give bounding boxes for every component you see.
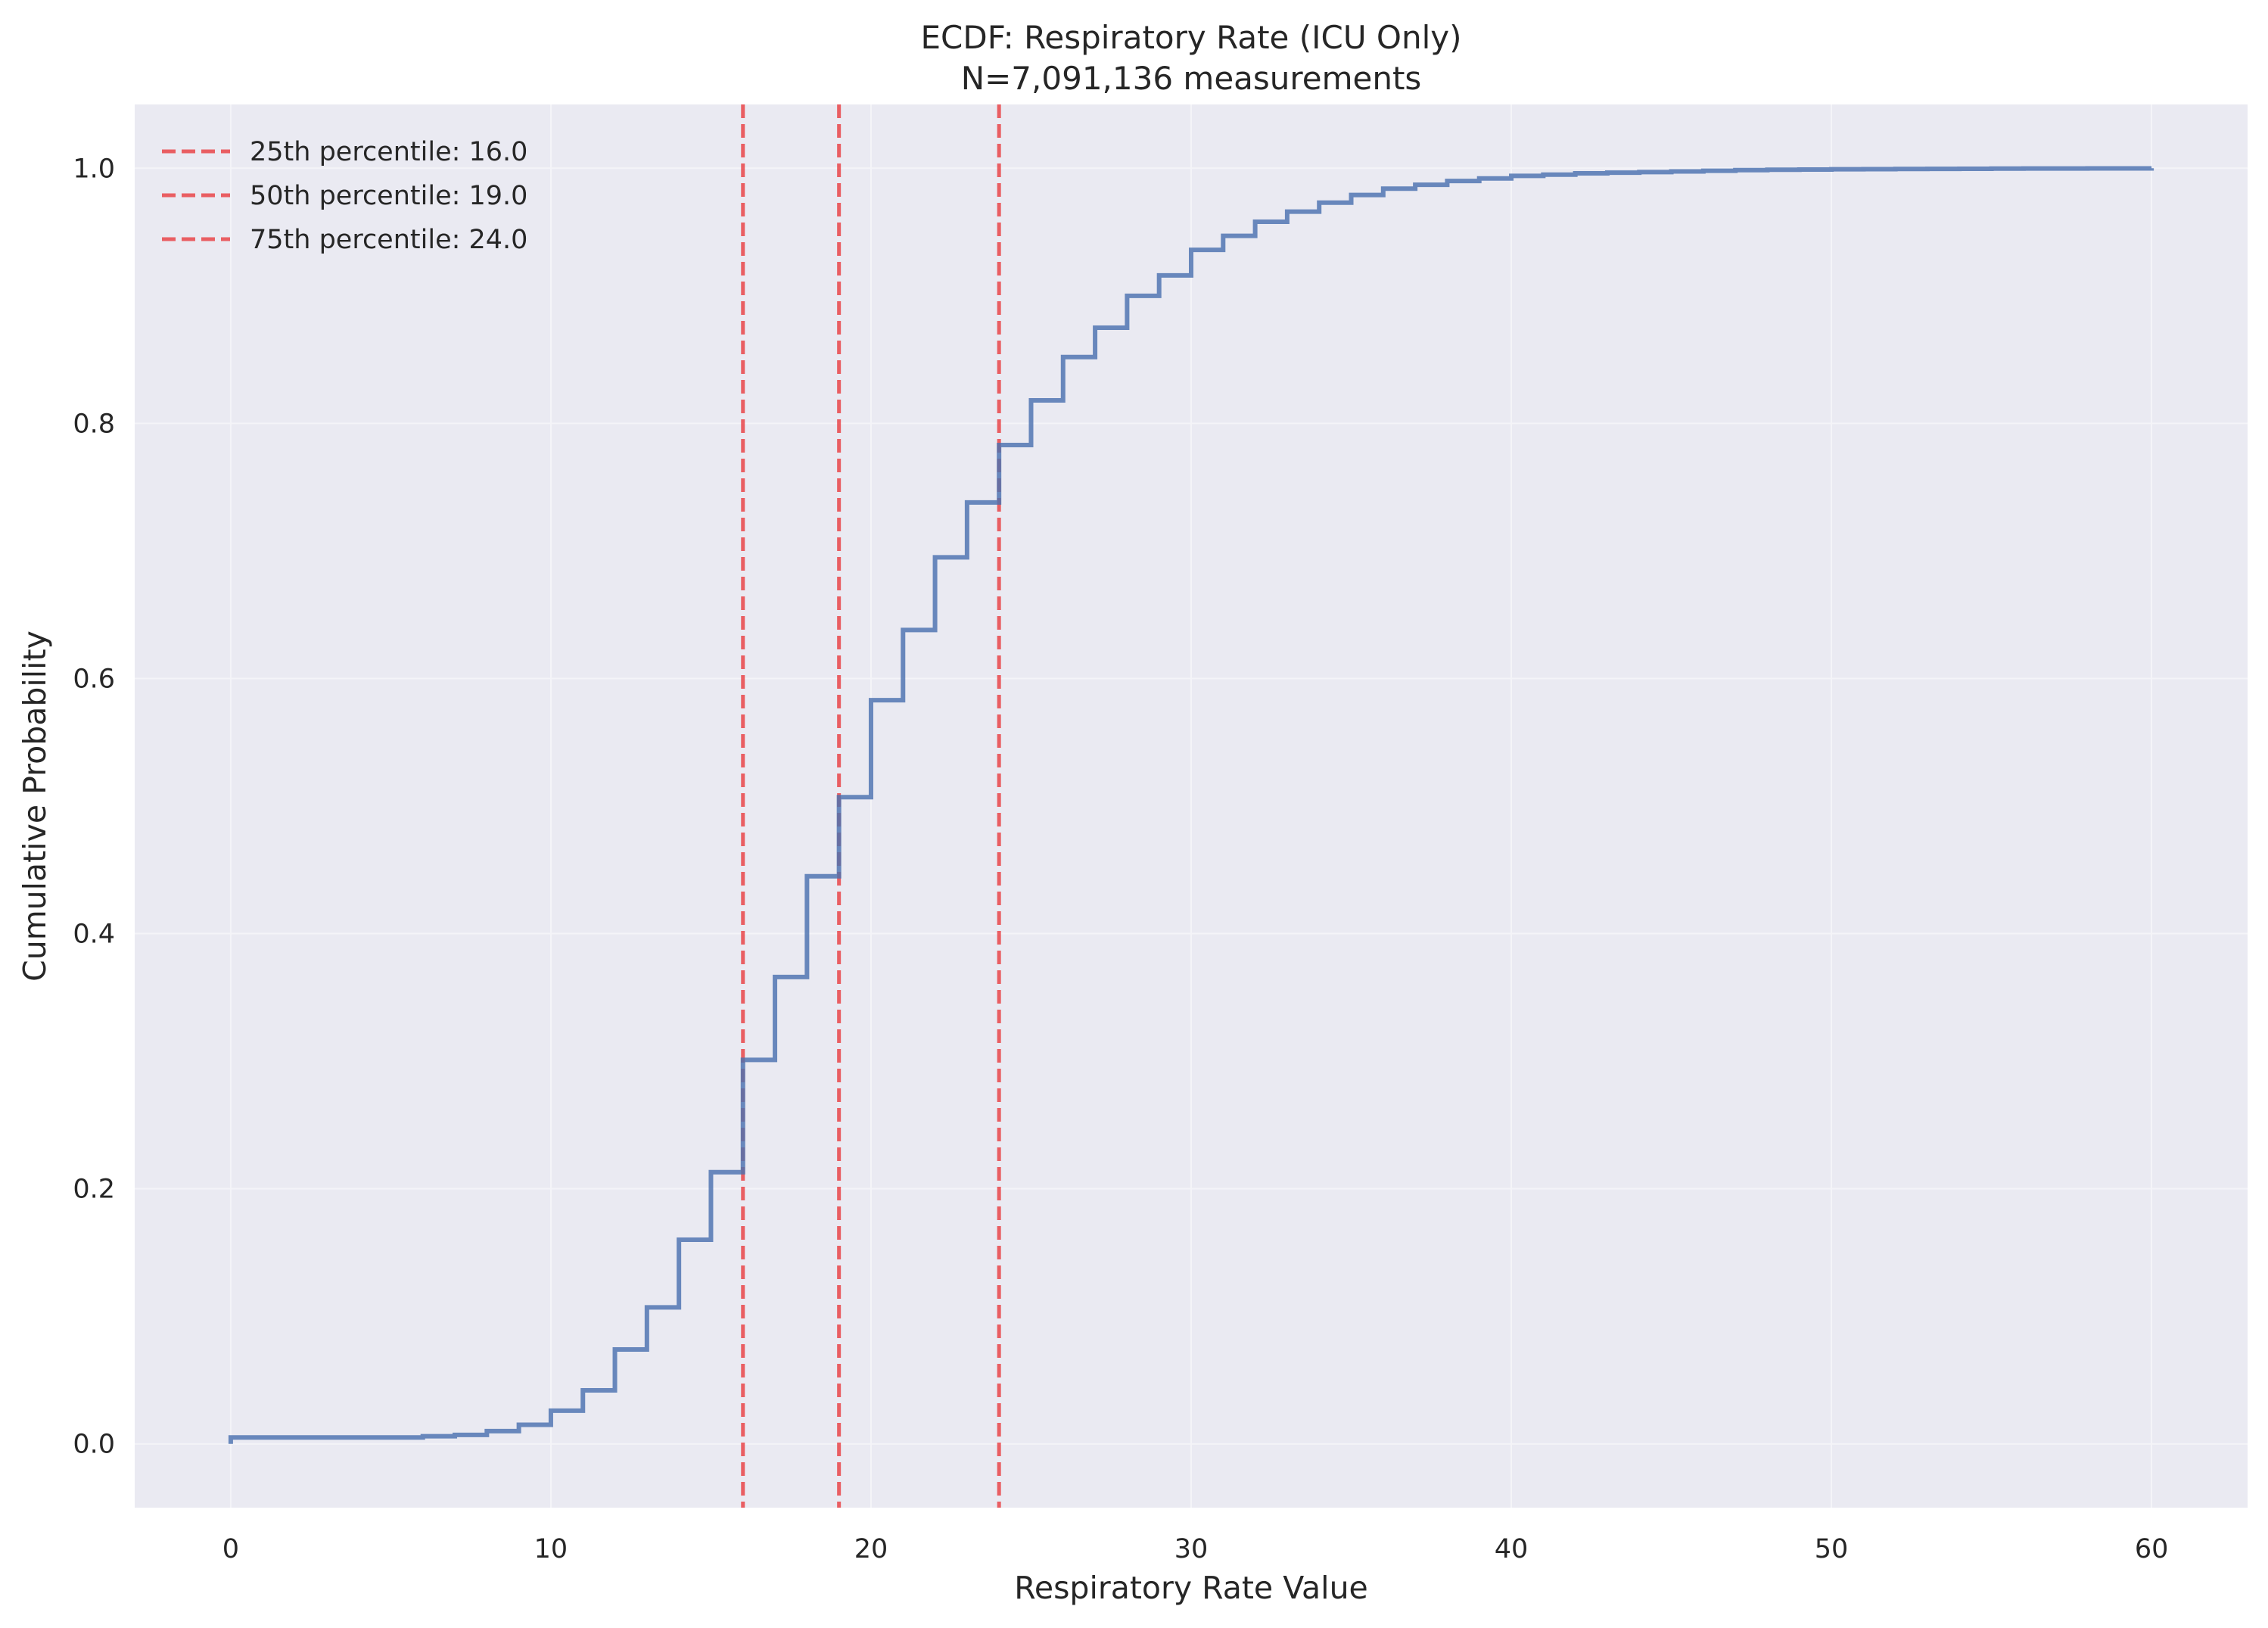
legend-label-75th: 75th percentile: 24.0 — [250, 225, 527, 255]
x-tick-label: 0 — [222, 1534, 239, 1564]
grid-lines — [135, 104, 2248, 1508]
legend-label-25th: 25th percentile: 16.0 — [250, 137, 527, 167]
y-tick-label: 0.2 — [73, 1175, 115, 1205]
x-tick-label: 20 — [854, 1534, 888, 1564]
y-tick-label: 0.6 — [73, 664, 115, 694]
legend-entry: 50th percentile: 19.0 — [162, 181, 527, 211]
x-tick-label: 30 — [1174, 1534, 1209, 1564]
y-tick-label: 1.0 — [73, 154, 115, 184]
y-tick-label: 0.8 — [73, 409, 115, 439]
x-tick-label: 10 — [534, 1534, 568, 1564]
legend-label-50th: 50th percentile: 19.0 — [250, 181, 527, 211]
x-axis-ticks: 0 10 20 30 40 50 60 — [222, 1534, 2169, 1564]
y-tick-label: 0.4 — [73, 920, 115, 950]
legend-entry: 75th percentile: 24.0 — [162, 225, 527, 255]
y-tick-label: 0.0 — [73, 1430, 115, 1460]
chart-title: ECDF: Respiratory Rate (ICU Only) — [920, 19, 1461, 56]
y-axis-label: Cumulative Probability — [17, 630, 53, 982]
x-axis-label: Respiratory Rate Value — [1014, 1570, 1368, 1606]
legend-entry: 25th percentile: 16.0 — [162, 137, 527, 167]
x-tick-label: 60 — [2135, 1534, 2169, 1564]
legend: 25th percentile: 16.0 50th percentile: 1… — [162, 137, 527, 255]
y-axis-ticks: 0.0 0.2 0.4 0.6 0.8 1.0 — [73, 154, 115, 1459]
x-tick-label: 50 — [1815, 1534, 1849, 1564]
chart-subtitle: N=7,091,136 measurements — [961, 60, 1422, 97]
x-tick-label: 40 — [1495, 1534, 1529, 1564]
ecdf-series-line — [228, 166, 2154, 1444]
